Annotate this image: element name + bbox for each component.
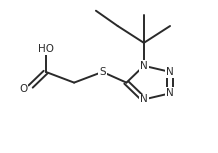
Text: HO: HO xyxy=(38,44,54,54)
Text: N: N xyxy=(140,61,148,71)
Text: N: N xyxy=(166,67,174,77)
Text: S: S xyxy=(99,67,106,77)
Text: N: N xyxy=(140,94,148,104)
Text: O: O xyxy=(19,84,27,94)
Text: N: N xyxy=(166,88,174,98)
